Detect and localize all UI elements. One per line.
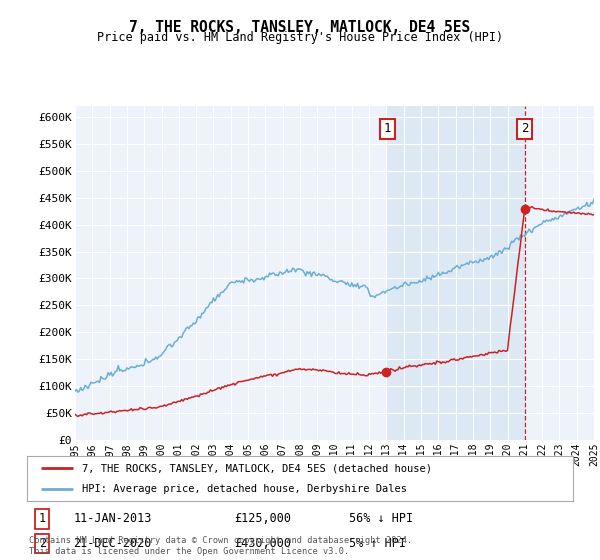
Text: £430,000: £430,000: [235, 537, 292, 550]
Text: 1: 1: [383, 123, 391, 136]
Text: 11-JAN-2013: 11-JAN-2013: [73, 512, 152, 525]
Text: £125,000: £125,000: [235, 512, 292, 525]
Text: 56% ↓ HPI: 56% ↓ HPI: [349, 512, 413, 525]
Text: Price paid vs. HM Land Registry's House Price Index (HPI): Price paid vs. HM Land Registry's House …: [97, 31, 503, 44]
Text: Contains HM Land Registry data © Crown copyright and database right 2024.
This d: Contains HM Land Registry data © Crown c…: [29, 536, 412, 556]
Text: 2: 2: [521, 123, 529, 136]
Text: HPI: Average price, detached house, Derbyshire Dales: HPI: Average price, detached house, Derb…: [82, 484, 407, 494]
Text: 2: 2: [39, 537, 46, 550]
Text: 7, THE ROCKS, TANSLEY, MATLOCK, DE4 5ES (detached house): 7, THE ROCKS, TANSLEY, MATLOCK, DE4 5ES …: [82, 464, 431, 474]
Text: 21-DEC-2020: 21-DEC-2020: [73, 537, 152, 550]
Text: 7, THE ROCKS, TANSLEY, MATLOCK, DE4 5ES: 7, THE ROCKS, TANSLEY, MATLOCK, DE4 5ES: [130, 20, 470, 35]
Text: 5% ↑ HPI: 5% ↑ HPI: [349, 537, 406, 550]
Text: 1: 1: [39, 512, 46, 525]
Bar: [387, 106, 525, 440]
